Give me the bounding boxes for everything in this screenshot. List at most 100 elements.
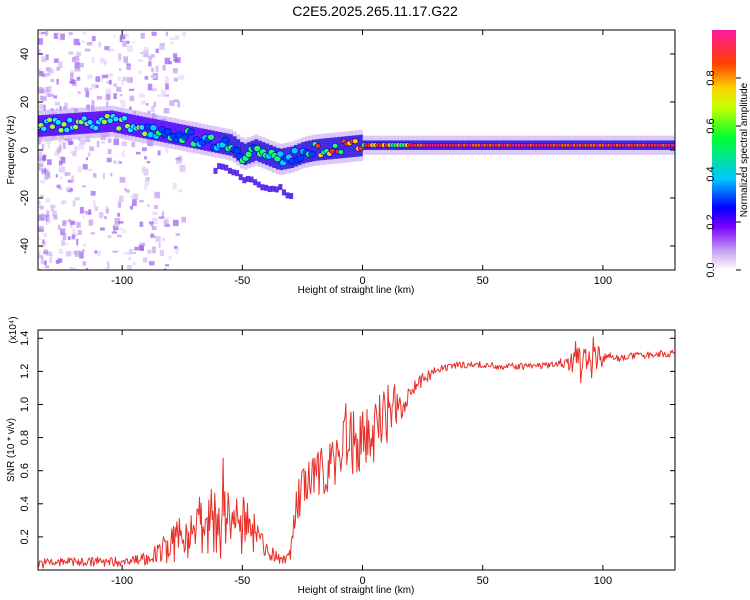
spectrogram-speckle <box>160 42 165 47</box>
spectrogram-speckle <box>68 32 73 36</box>
spectrogram-speckle <box>56 184 61 189</box>
spectrogram-speckle <box>56 78 59 85</box>
spectrogram-band <box>315 139 320 161</box>
spectrogram-speckle <box>44 171 51 179</box>
spectrogram-speckle <box>90 190 96 196</box>
spectrogram-speckle <box>39 158 45 163</box>
spectrogram-speckle <box>74 66 81 72</box>
spectrogram-speckle <box>79 251 84 259</box>
spectrogram-core <box>115 125 123 132</box>
spectrogram-speckle <box>113 93 117 100</box>
spectrogram-speckle <box>61 157 66 164</box>
spectrogram-speckle <box>55 174 58 178</box>
spectrogram-band <box>117 111 122 134</box>
spectrogram-speckle <box>86 168 93 172</box>
spectrogram-speckle <box>164 76 169 83</box>
spectrogram-speckle <box>57 31 61 35</box>
snr-ytick-label: 0.8 <box>19 430 31 445</box>
spectrogram-speckle <box>164 219 169 225</box>
spectrogram-core <box>92 125 99 132</box>
spectrogram-speckle <box>79 206 84 214</box>
spectrogram-speckle <box>38 166 41 171</box>
spectrogram-speckle <box>178 189 182 193</box>
spectrogram-speckle <box>119 99 125 103</box>
spectrogram-speckle <box>127 257 132 261</box>
spectrogram-speckle <box>124 188 127 191</box>
spectrogram-speckle <box>96 140 100 148</box>
spectrogram-marks <box>38 31 675 270</box>
spectrogram-speckle <box>172 182 177 190</box>
spectrogram-branch <box>278 184 283 191</box>
snr-panel: -100 -50 0 50 100 0.2 0.4 0.6 0.8 1.0 1.2 1.4 Heigh… <box>6 316 676 596</box>
snr-xtick-label: 100 <box>594 575 612 587</box>
spectrogram-speckle <box>60 228 66 236</box>
spectrogram-speckle <box>48 93 55 97</box>
spectrogram-xtick-label: 50 <box>477 275 489 287</box>
spectrogram-speckle <box>59 166 66 174</box>
spectrogram-speckle <box>116 86 122 92</box>
spectrogram-speckle <box>39 70 44 77</box>
spectrogram-speckle <box>85 157 89 161</box>
spectrogram-ytick-label: 20 <box>19 96 31 108</box>
spectrogram-speckle <box>69 151 72 154</box>
spectrogram-speckle <box>85 139 91 143</box>
colorbar-label: Normalized spectral amplitude <box>739 82 750 217</box>
spectrogram-speckle <box>45 31 49 36</box>
spectrogram-speckle <box>103 216 107 220</box>
spectrogram-speckle <box>41 155 46 160</box>
spectrogram-speckle <box>58 187 62 190</box>
spectrogram-speckle <box>172 68 178 74</box>
spectrogram-core <box>296 154 305 162</box>
spectrogram-speckle <box>43 232 48 237</box>
spectrogram-speckle <box>144 156 147 160</box>
spectrogram-speckle <box>119 68 122 71</box>
colorbar-tick-label: 0.4 <box>705 166 717 181</box>
spectrogram-speckle <box>107 138 112 143</box>
spectrogram-speckle <box>178 75 185 80</box>
spectrogram-band <box>337 136 342 159</box>
spectrogram-speckle <box>41 56 47 63</box>
spectrogram-speckle <box>165 224 170 227</box>
spectrogram-speckle <box>58 61 63 69</box>
spectrogram-speckle <box>94 84 99 88</box>
spectrogram-speckle <box>129 205 134 210</box>
spectrogram-speckle <box>176 159 182 164</box>
spectrogram-speckle <box>45 265 50 269</box>
spectrogram-speckle <box>126 45 133 52</box>
spectrogram-speckle <box>54 58 59 63</box>
spectrogram-speckle <box>58 139 64 144</box>
spectrogram-speckle <box>123 252 130 255</box>
snr-xlabel: Height of straight line (km) <box>298 585 415 596</box>
spectrogram-speckle <box>105 206 109 212</box>
spectrogram-speckle <box>159 43 165 51</box>
spectrogram-speckle <box>147 83 153 91</box>
spectrogram-speckle <box>76 76 81 81</box>
spectrogram-speckle <box>38 38 43 45</box>
spectrogram-speckle <box>132 261 136 266</box>
spectrogram-speckle <box>77 166 82 173</box>
spectrogram-speckle <box>45 139 52 144</box>
spectrogram-speckle <box>135 151 141 155</box>
spectrogram-speckle <box>165 147 169 153</box>
spectrogram-speckle <box>123 56 128 63</box>
spectrogram-speckle <box>165 264 170 267</box>
spectrogram-speckle <box>131 199 137 206</box>
spectrogram-speckle <box>39 206 44 210</box>
spectrogram-branch <box>220 163 225 170</box>
spectrogram-speckle <box>38 254 43 259</box>
spectrogram-speckle <box>154 191 161 199</box>
spectrogram-speckle <box>57 258 63 263</box>
spectrogram-speckle <box>122 40 127 47</box>
spectrogram-band <box>344 136 349 158</box>
spectrogram-speckle <box>117 160 120 165</box>
spectrogram-speckle <box>155 236 161 242</box>
spectrogram-speckle <box>169 100 175 106</box>
spectrogram-speckle <box>38 151 43 158</box>
spectrogram-speckle <box>100 75 104 82</box>
snr-axes: -100 -50 0 50 100 0.2 0.4 0.6 0.8 1.0 1.2 1.4 <box>19 330 675 587</box>
spectrogram-speckle <box>45 198 51 203</box>
spectrogram-speckle <box>38 225 44 233</box>
spectrogram-speckle <box>113 83 118 88</box>
spectrogram-speckle <box>165 31 168 37</box>
spectrogram-branch <box>267 186 272 193</box>
